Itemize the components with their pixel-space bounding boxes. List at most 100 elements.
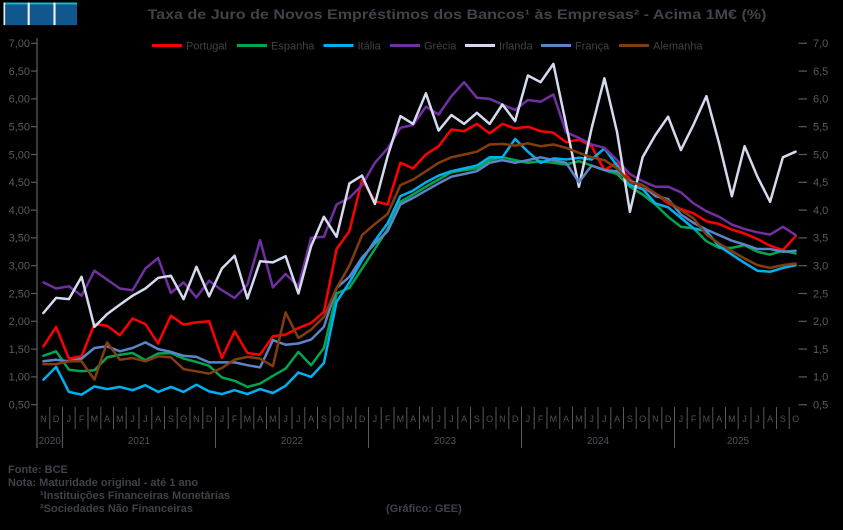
- svg-text:1,0: 1,0: [813, 372, 828, 384]
- svg-text:A: A: [410, 414, 416, 424]
- svg-text:J: J: [602, 414, 607, 424]
- svg-text:D: D: [53, 414, 60, 424]
- svg-text:J: J: [130, 414, 135, 424]
- svg-text:5,00: 5,00: [9, 149, 30, 161]
- svg-text:Espanha: Espanha: [271, 41, 315, 53]
- svg-text:S: S: [627, 414, 633, 424]
- svg-text:A: A: [461, 414, 467, 424]
- svg-text:N: N: [499, 414, 506, 424]
- svg-text:D: D: [512, 414, 519, 424]
- svg-text:2024: 2024: [587, 436, 610, 447]
- svg-text:J: J: [755, 414, 760, 424]
- svg-text:2020: 2020: [39, 436, 62, 447]
- svg-text:2,5: 2,5: [813, 288, 828, 300]
- svg-text:M: M: [91, 414, 99, 424]
- svg-text:3,5: 3,5: [813, 233, 828, 245]
- svg-text:N: N: [193, 414, 200, 424]
- svg-text:J: J: [449, 414, 454, 424]
- svg-text:Fonte: BCE: Fonte: BCE: [8, 464, 68, 476]
- svg-text:J: J: [283, 414, 288, 424]
- svg-text:Alemanha: Alemanha: [653, 41, 703, 53]
- svg-text:F: F: [691, 414, 697, 424]
- svg-text:O: O: [180, 414, 187, 424]
- svg-text:M: M: [244, 414, 252, 424]
- svg-text:A: A: [155, 414, 161, 424]
- svg-text:6,50: 6,50: [9, 66, 30, 78]
- svg-text:5,0: 5,0: [813, 149, 828, 161]
- svg-text:J: J: [589, 414, 594, 424]
- svg-text:O: O: [792, 414, 799, 424]
- svg-text:A: A: [614, 414, 620, 424]
- svg-text:2,0: 2,0: [813, 316, 828, 328]
- svg-text:2,50: 2,50: [9, 288, 30, 300]
- svg-text:4,0: 4,0: [813, 205, 828, 217]
- svg-text:J: J: [296, 414, 301, 424]
- svg-text:F: F: [385, 414, 391, 424]
- svg-text:1,50: 1,50: [9, 344, 30, 356]
- svg-text:Itália: Itália: [358, 41, 382, 53]
- svg-text:D: D: [359, 414, 366, 424]
- svg-text:A: A: [716, 414, 722, 424]
- svg-text:O: O: [333, 414, 340, 424]
- svg-text:M: M: [703, 414, 711, 424]
- svg-text:A: A: [308, 414, 314, 424]
- svg-text:S: S: [321, 414, 327, 424]
- svg-text:Portugal: Portugal: [186, 41, 227, 53]
- svg-text:J: J: [143, 414, 148, 424]
- svg-text:6,5: 6,5: [813, 66, 828, 78]
- svg-text:M: M: [550, 414, 558, 424]
- svg-text:N: N: [346, 414, 353, 424]
- svg-text:2022: 2022: [281, 436, 304, 447]
- svg-text:F: F: [79, 414, 85, 424]
- svg-text:3,0: 3,0: [813, 261, 828, 273]
- svg-text:França: França: [575, 41, 610, 53]
- svg-text:J: J: [436, 414, 441, 424]
- svg-text:J: J: [742, 414, 747, 424]
- svg-text:1,00: 1,00: [9, 372, 30, 384]
- svg-text:2,00: 2,00: [9, 316, 30, 328]
- svg-text:N: N: [40, 414, 47, 424]
- svg-text:J: J: [220, 414, 225, 424]
- svg-text:Irlanda: Irlanda: [499, 41, 534, 53]
- svg-text:M: M: [116, 414, 124, 424]
- svg-text:A: A: [563, 414, 569, 424]
- svg-text:5,50: 5,50: [9, 122, 30, 134]
- svg-text:M: M: [397, 414, 405, 424]
- svg-text:2025: 2025: [727, 436, 750, 447]
- svg-text:J: J: [679, 414, 684, 424]
- svg-text:1,5: 1,5: [813, 344, 828, 356]
- svg-text:F: F: [538, 414, 544, 424]
- svg-text:Taxa de Juro de Novos Emprésti: Taxa de Juro de Novos Empréstimos dos Ba…: [148, 6, 767, 22]
- svg-text:M: M: [269, 414, 277, 424]
- svg-text:J: J: [526, 414, 531, 424]
- svg-text:3,50: 3,50: [9, 233, 30, 245]
- svg-text:0,50: 0,50: [9, 400, 30, 412]
- svg-text:S: S: [474, 414, 480, 424]
- svg-text:7,0: 7,0: [813, 38, 828, 50]
- svg-text:5,5: 5,5: [813, 122, 828, 134]
- svg-text:M: M: [728, 414, 736, 424]
- svg-text:O: O: [639, 414, 646, 424]
- svg-text:J: J: [373, 414, 378, 424]
- svg-text:2021: 2021: [128, 436, 151, 447]
- svg-text:A: A: [257, 414, 263, 424]
- svg-text:N: N: [652, 414, 659, 424]
- svg-text:0,5: 0,5: [813, 400, 828, 412]
- svg-text:Grécia: Grécia: [424, 41, 457, 53]
- svg-text:3,00: 3,00: [9, 261, 30, 273]
- svg-text:²Sociedades Não Financeiras: ²Sociedades Não Financeiras: [40, 503, 193, 515]
- svg-text:4,00: 4,00: [9, 205, 30, 217]
- svg-text:D: D: [206, 414, 213, 424]
- svg-text:J: J: [67, 414, 72, 424]
- svg-text:4,5: 4,5: [813, 177, 828, 189]
- svg-text:2023: 2023: [434, 436, 457, 447]
- svg-text:A: A: [104, 414, 110, 424]
- svg-text:M: M: [422, 414, 430, 424]
- svg-text:O: O: [486, 414, 493, 424]
- svg-text:Nota: Maturidade original - at: Nota: Maturidade original - até 1 ano: [8, 477, 198, 489]
- svg-text:S: S: [780, 414, 786, 424]
- svg-text:4,50: 4,50: [9, 177, 30, 189]
- svg-text:6,00: 6,00: [9, 94, 30, 106]
- svg-text:F: F: [232, 414, 238, 424]
- svg-text:D: D: [665, 414, 672, 424]
